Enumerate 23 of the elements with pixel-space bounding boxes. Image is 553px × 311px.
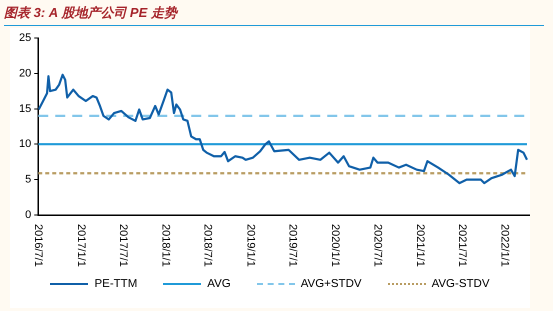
legend-label: PE-TTM: [94, 278, 138, 290]
x-tick-label: 2021/1/1: [414, 224, 426, 267]
x-tick-label: 2020/1/1: [329, 224, 342, 267]
x-tick-label: 2016/7/1: [32, 224, 44, 267]
y-tick-label: 5: [25, 174, 32, 186]
x-tick-label: 2018/7/1: [202, 224, 214, 267]
y-tick-label: 10: [18, 138, 32, 150]
legend-label: AVG-STDV: [432, 278, 490, 290]
x-tick-label: 2017/7/1: [116, 224, 129, 267]
x-tick-label: 2021/7/1: [456, 224, 468, 267]
y-tick-label: 25: [18, 32, 32, 44]
y-tick-label: 15: [18, 102, 32, 115]
x-tick-label: 2022/1/1: [498, 224, 511, 267]
x-tick-label: 2020/7/1: [371, 224, 384, 267]
x-tick-label: 2017/1/1: [74, 224, 87, 267]
x-tick-label: 2018/1/1: [160, 224, 172, 267]
x-tick-label: 2019/7/1: [286, 224, 298, 267]
legend-label: AVG: [207, 278, 231, 290]
y-tick-label: 0: [25, 209, 32, 222]
x-tick-label: 2019/1/1: [244, 224, 256, 267]
chart-title: 图表 3: A 股地产公司 PE 走势: [4, 4, 544, 26]
y-tick-label: 20: [18, 67, 32, 80]
legend-label: AVG+STDV: [300, 278, 362, 290]
